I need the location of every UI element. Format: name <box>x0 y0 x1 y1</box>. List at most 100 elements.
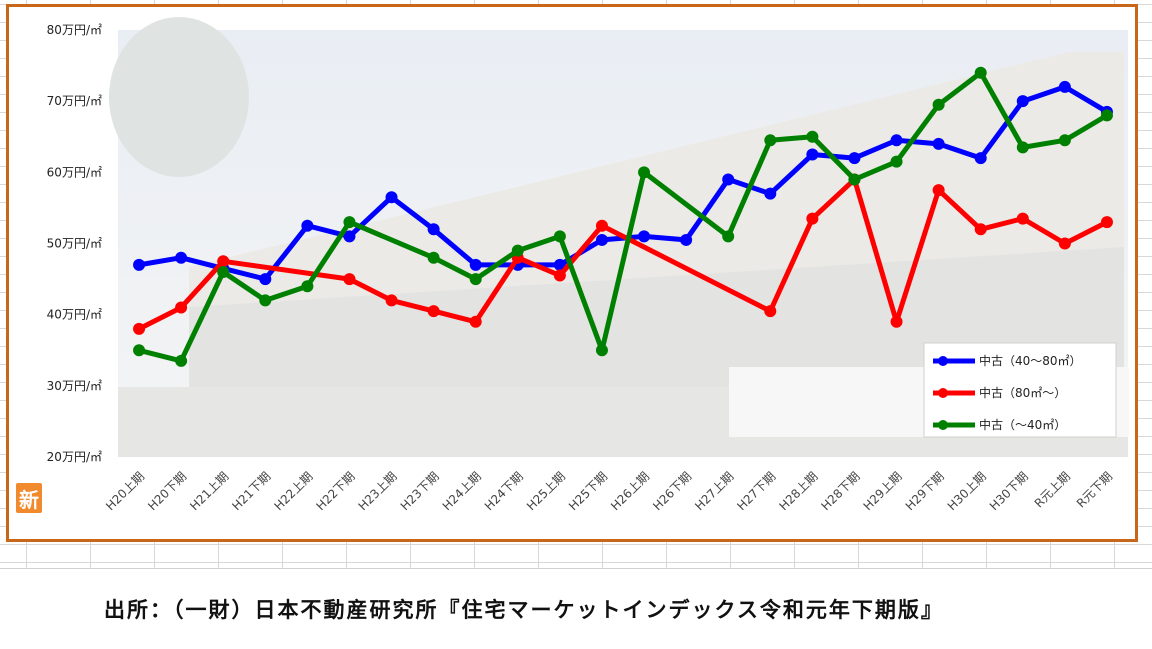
data-point <box>259 294 272 307</box>
data-point <box>722 173 735 186</box>
data-point <box>1016 212 1029 225</box>
x-tick-label: H28上期 <box>776 469 820 513</box>
data-point <box>764 187 777 200</box>
chart-frame: 20万円/㎡ 30万円/㎡ 40万円/㎡ 50万円/㎡ 60万円/㎡ 70万円/㎡ 80万円… <box>6 4 1138 542</box>
data-point <box>175 354 188 367</box>
data-point <box>638 230 651 243</box>
data-point <box>427 305 440 318</box>
data-point <box>890 134 903 147</box>
data-point <box>1100 216 1113 229</box>
series-2 <box>133 66 1113 367</box>
x-tick-label: H21下期 <box>229 469 273 513</box>
data-point <box>343 273 356 286</box>
x-tick-label: H25下期 <box>566 469 610 513</box>
source-caption: 出所：（一財）日本不動産研究所『住宅マーケットインデックス令和元年下期版』 <box>104 598 944 622</box>
data-point <box>932 184 945 197</box>
data-point <box>553 230 566 243</box>
y-axis: 20万円/㎡ 30万円/㎡ 40万円/㎡ 50万円/㎡ 60万円/㎡ 70万円/㎡ 80万円… <box>47 23 102 464</box>
data-point <box>175 251 188 264</box>
data-point <box>469 273 482 286</box>
legend-label: 中古（～40㎡） <box>979 417 1066 432</box>
data-point <box>1058 237 1071 250</box>
data-point <box>133 344 146 357</box>
x-tick-label: H23上期 <box>356 469 400 513</box>
legend-label: 中古（80㎡～） <box>979 385 1066 400</box>
x-tick-label: H26下期 <box>650 469 694 513</box>
x-tick-label: H25上期 <box>524 469 568 513</box>
data-point <box>1058 134 1071 147</box>
legend: 中古（40～80㎡） 中古（80㎡～） 中古（～40㎡） <box>923 342 1117 438</box>
data-point <box>595 219 608 232</box>
x-tick-label: H27下期 <box>734 469 778 513</box>
data-point <box>848 152 861 165</box>
data-point <box>343 230 356 243</box>
data-point <box>385 191 398 204</box>
data-point <box>848 173 861 186</box>
data-point <box>806 212 819 225</box>
data-point <box>595 233 608 246</box>
data-point <box>680 233 693 246</box>
data-point <box>427 223 440 236</box>
data-point <box>469 258 482 271</box>
data-point <box>974 223 987 236</box>
legend-swatch-marker <box>938 356 948 366</box>
data-point <box>638 166 651 179</box>
data-point <box>217 265 230 278</box>
x-tick-label: H20上期 <box>103 469 147 513</box>
data-point <box>469 315 482 328</box>
data-point <box>511 244 524 257</box>
data-point <box>1016 95 1029 108</box>
x-tick-label: H29上期 <box>861 469 905 513</box>
data-point <box>764 134 777 147</box>
x-tick-label: R元下期 <box>1074 469 1115 510</box>
data-point <box>427 251 440 264</box>
y-tick-label: 30万円/㎡ <box>47 379 102 393</box>
data-point <box>806 148 819 161</box>
x-tick-label: H21上期 <box>187 469 231 513</box>
line-chart: 20万円/㎡ 30万円/㎡ 40万円/㎡ 50万円/㎡ 60万円/㎡ 70万円/㎡ 80万円… <box>47 17 1129 513</box>
data-point <box>974 66 987 79</box>
y-tick-label: 70万円/㎡ <box>47 94 102 108</box>
data-point <box>974 152 987 165</box>
x-tick-label: H30上期 <box>945 469 989 513</box>
data-point <box>1016 141 1029 154</box>
y-tick-label: 50万円/㎡ <box>47 237 102 251</box>
data-point <box>343 216 356 229</box>
x-tick-label: R元上期 <box>1032 469 1073 510</box>
x-tick-label: H22上期 <box>271 469 315 513</box>
data-point <box>932 137 945 150</box>
new-badge: 新 <box>16 483 42 513</box>
legend-swatch-marker <box>938 388 948 398</box>
legend-swatch-marker <box>938 420 948 430</box>
data-point <box>595 344 608 357</box>
x-tick-label: H30下期 <box>987 469 1031 513</box>
data-point <box>553 269 566 282</box>
data-point <box>1100 109 1113 122</box>
series-layer <box>133 66 1113 367</box>
x-tick-label: H24上期 <box>440 469 484 513</box>
x-tick-label: H22下期 <box>314 469 358 513</box>
y-tick-label: 60万円/㎡ <box>47 165 102 179</box>
data-point <box>301 280 314 293</box>
data-point <box>385 294 398 307</box>
series-line <box>138 70 1109 364</box>
data-point <box>890 315 903 328</box>
x-tick-label: H24下期 <box>482 469 526 513</box>
data-point <box>301 219 314 232</box>
data-point <box>175 301 188 314</box>
data-point <box>553 258 566 271</box>
data-point <box>259 273 272 286</box>
data-point <box>932 98 945 111</box>
data-point <box>764 305 777 318</box>
data-point <box>133 258 146 271</box>
source-area <box>0 568 1152 649</box>
x-tick-label: H20下期 <box>145 469 189 513</box>
legend-label: 中古（40～80㎡） <box>979 353 1082 368</box>
x-axis: H20上期H20下期H21上期H21下期H22上期H22下期H23上期H23下期… <box>103 469 1115 513</box>
x-tick-label: H27上期 <box>692 469 736 513</box>
data-point <box>217 255 230 268</box>
data-point <box>890 155 903 168</box>
data-point <box>806 130 819 143</box>
y-tick-label: 20万円/㎡ <box>47 450 102 464</box>
data-point <box>133 322 146 335</box>
